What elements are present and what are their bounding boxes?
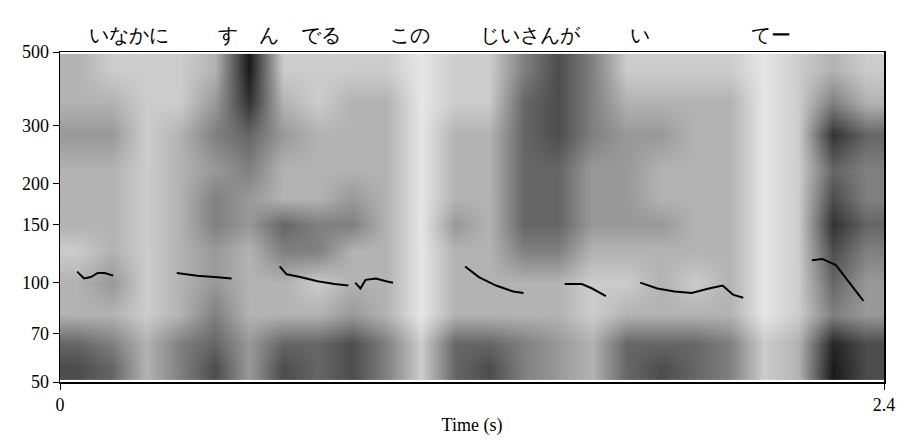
svg-text:300: 300 [22,116,49,136]
svg-text:500: 500 [22,42,49,62]
svg-text:でる: でる [301,23,341,47]
svg-text:Time (s): Time (s) [442,415,503,436]
svg-text:い: い [630,23,650,47]
svg-text:150: 150 [22,215,49,235]
svg-text:0: 0 [56,395,65,415]
svg-text:この: この [390,23,430,47]
svg-text:ん: ん [259,23,279,47]
svg-text:いなかに: いなかに [89,23,169,47]
svg-text:てー: てー [751,23,791,47]
svg-text:70: 70 [31,324,49,344]
svg-text:す: す [218,23,238,47]
svg-text:50: 50 [31,372,49,392]
svg-text:200: 200 [22,174,49,194]
svg-text:100: 100 [22,273,49,293]
svg-text:2.4: 2.4 [873,395,896,415]
svg-text:じいさんが: じいさんが [480,23,581,47]
